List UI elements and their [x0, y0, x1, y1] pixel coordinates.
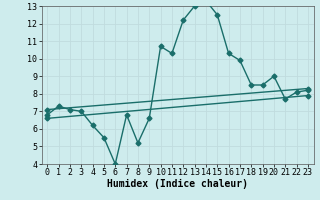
X-axis label: Humidex (Indice chaleur): Humidex (Indice chaleur)	[107, 179, 248, 189]
